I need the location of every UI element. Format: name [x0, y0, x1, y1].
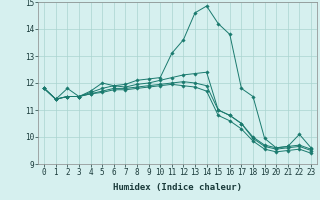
X-axis label: Humidex (Indice chaleur): Humidex (Indice chaleur) [113, 183, 242, 192]
